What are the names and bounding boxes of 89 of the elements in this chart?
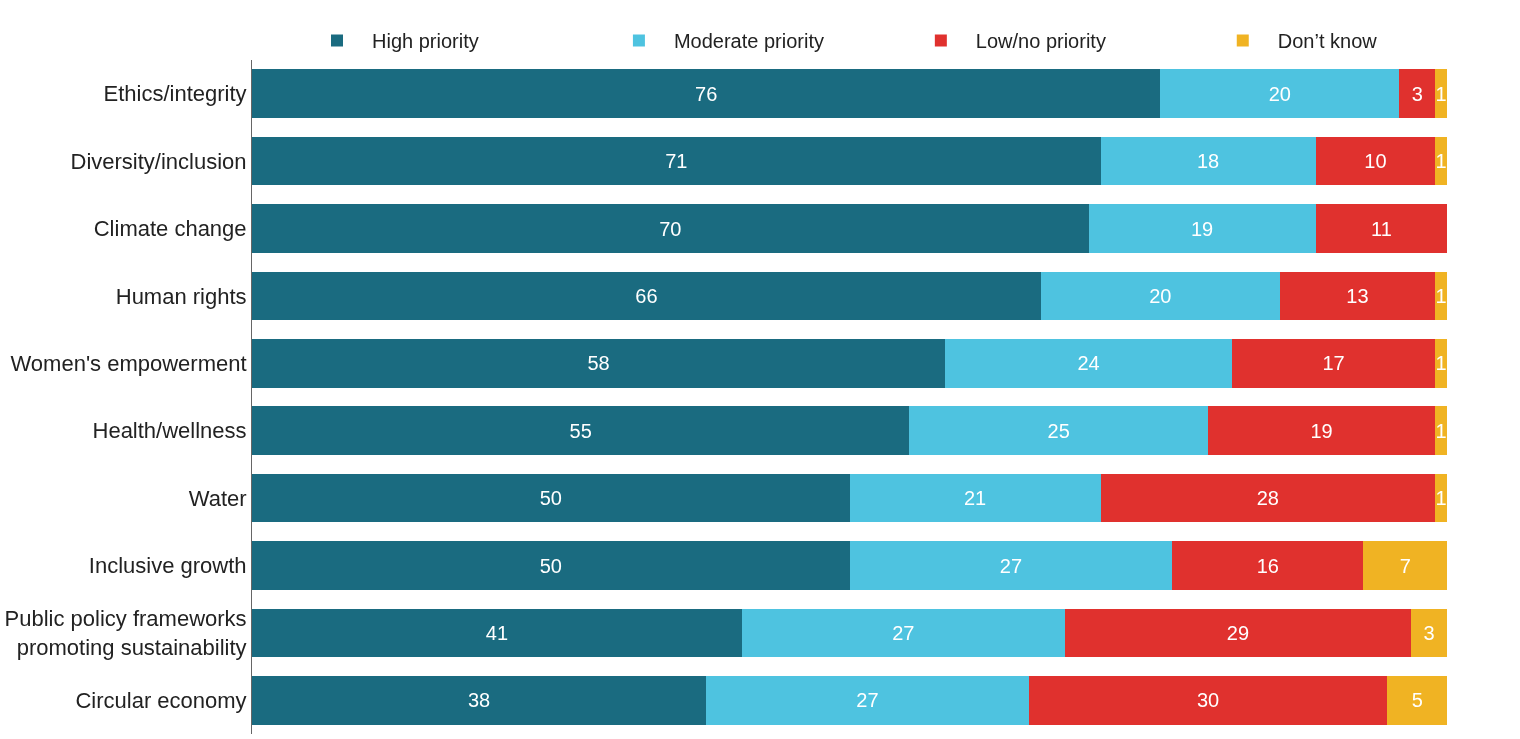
bar [1435,406,1448,455]
data-label: 27 [892,621,915,644]
data-label: 3 [1423,621,1435,644]
bar [741,608,1065,658]
bar [252,136,1101,186]
bar [1064,608,1412,658]
data-label: 38 [467,689,491,712]
data-label: 17 [1322,352,1345,375]
data-label: 25 [1047,419,1070,442]
y-tick-label: Women's empowerment [10,351,247,376]
data-label: 50 [539,487,562,510]
data-label: 18 [1196,150,1220,173]
bar [1100,473,1436,523]
data-label: 1 [1435,150,1447,173]
data-label: 1 [1435,419,1447,442]
data-label: 11 [1370,217,1392,240]
data-label: 7 [1399,554,1411,577]
data-label: 70 [659,217,682,240]
data-label: 13 [1346,284,1369,307]
data-label: 28 [1256,487,1279,510]
y-tick-label: Human rights [115,283,247,309]
bar [849,541,1173,590]
data-label: 20 [1268,82,1291,105]
data-label: 10 [1364,150,1387,173]
data-label: 19 [1310,419,1333,442]
y-tick-label: Inclusive growth [88,553,247,579]
legend-label: Don’t know [1277,30,1378,53]
y-tick-label: Public policy frameworks promoting sustainability [4,606,247,660]
bar [1100,136,1316,186]
data-label: 24 [1077,352,1100,375]
bar [1279,271,1436,321]
y-tick-label: Climate change [93,216,247,242]
bar [1387,676,1448,725]
legend-label: High priority [372,30,479,53]
bar [706,676,1029,725]
bar [1363,541,1448,590]
bar [252,541,850,590]
bar [1160,69,1400,118]
data-label: 55 [569,419,592,442]
data-label: 41 [485,621,509,644]
data-label: 3 [1411,82,1423,105]
data-label: 5 [1411,689,1423,712]
bar [1315,204,1448,253]
data-label: 27 [999,554,1023,577]
bar [252,339,946,388]
bar [252,406,910,455]
bar [1172,541,1364,590]
data-label: 30 [1196,689,1220,712]
bar [1315,136,1436,186]
y-tick-label: Health/wellness [92,418,247,444]
bar [1028,676,1388,725]
bar [1231,339,1436,388]
data-label: 16 [1256,554,1279,577]
bar [1435,69,1448,118]
data-label: 27 [856,689,879,712]
bar [252,204,1089,253]
data-label: 1 [1435,284,1447,307]
bar [1435,339,1448,388]
data-label: 20 [1149,284,1172,307]
bar [252,69,1161,118]
legend-label: Moderate priority [673,30,824,53]
data-label: 66 [635,284,658,307]
bar [1208,406,1436,455]
bar [1088,204,1316,253]
bar [945,339,1232,388]
bar [252,473,850,523]
y-tick-label: Diversity/inclusion [70,148,247,174]
data-label: 1 [1435,352,1447,375]
data-label: 58 [587,352,610,375]
data-label: 71 [665,150,688,173]
data-label: 1 [1435,487,1447,510]
bar [849,473,1101,523]
bar [252,676,707,725]
y-tick-label: Water [188,485,247,511]
data-label: 76 [695,82,718,105]
bar [252,608,742,658]
data-label: 1 [1435,82,1447,105]
bar [1040,271,1280,321]
data-label: 29 [1226,621,1250,644]
bar [1399,69,1436,118]
bar [252,271,1041,321]
bar [909,406,1209,455]
data-label: 50 [539,554,562,577]
y-tick-label: Ethics/integrity [103,81,247,107]
legend-label: Low/no priority [975,30,1106,53]
bar [1411,608,1448,658]
data-label: 19 [1190,217,1214,240]
data-label: 21 [963,487,987,510]
y-tick-label: Circular economy [75,688,247,713]
